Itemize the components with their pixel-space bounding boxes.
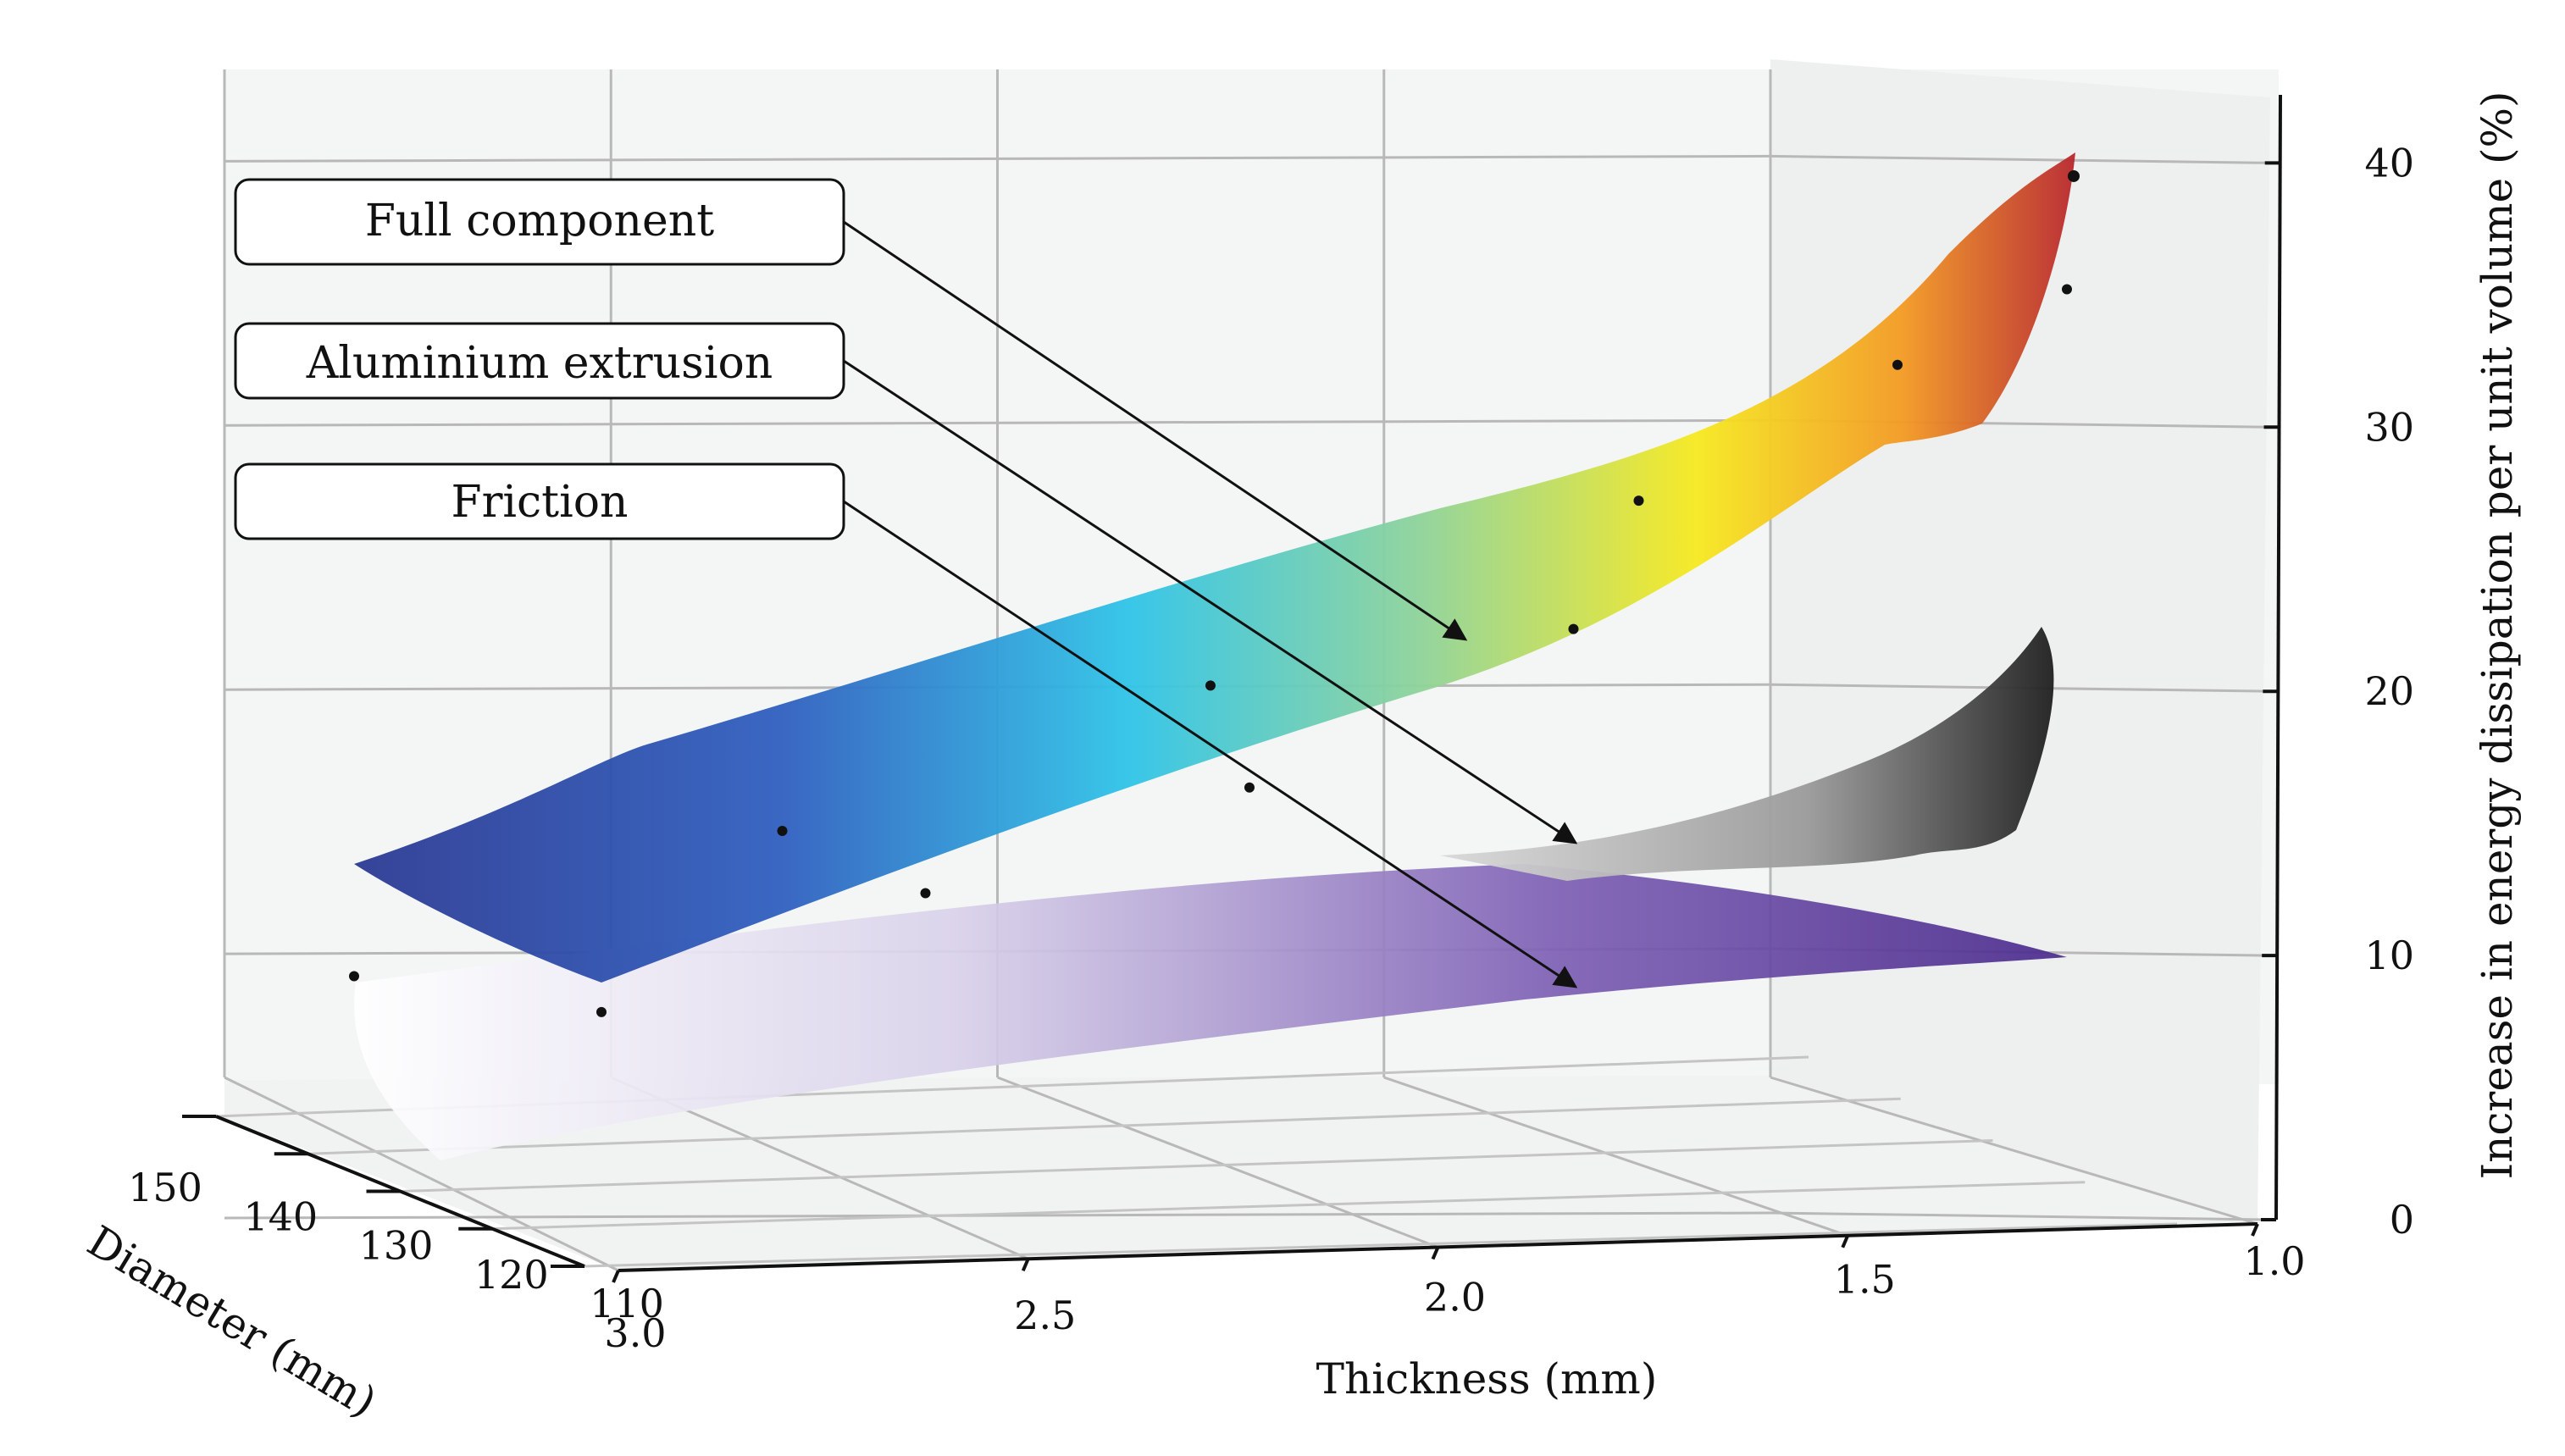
data-point-full-150 [1633, 495, 1644, 507]
friction-surface [354, 864, 2068, 1160]
z-tick-label: 40 [2364, 140, 2414, 185]
x-tick-mark [2251, 1223, 2259, 1237]
y-tick-label: 130 [359, 1223, 434, 1269]
annotations: Full component Aluminium extrusion Frict… [234, 178, 1578, 988]
data-point-full-150 [349, 971, 359, 982]
z-tick-label: 0 [2390, 1197, 2414, 1243]
data-point-full-peak [2068, 169, 2080, 182]
data-point-full-150 [1205, 680, 1216, 691]
annotation-arrow [843, 220, 1468, 641]
y-axis-title: Diameter (mm) [79, 1216, 385, 1427]
data-points [349, 169, 2080, 1017]
gridlines [215, 69, 2272, 1272]
y-ticks: 150 140 130 120 110 [128, 1115, 664, 1326]
full-component-surface [354, 152, 2075, 983]
x-tick-label: 2.5 [1014, 1293, 1076, 1338]
annotation-full-component: Full component [234, 178, 1468, 641]
y-tick-label: 110 [590, 1281, 664, 1326]
annotation-label: Friction [451, 477, 628, 528]
annotation-label: Full component [365, 196, 714, 246]
annotation-friction: Friction [234, 462, 1578, 988]
x-tick-label: 1.0 [2243, 1238, 2305, 1284]
x-tick-mark [612, 1270, 620, 1283]
annotation-label: Aluminium extrusion [306, 338, 773, 389]
z-gridline-back [224, 1211, 1771, 1220]
z-tick-label: 10 [2364, 933, 2414, 978]
x-gridline [224, 1076, 619, 1272]
x-ticks: 3.0 2.5 2.0 1.5 1.0 [604, 1223, 2306, 1356]
z-tick-label: 30 [2364, 404, 2414, 450]
data-point-full-150 [2062, 284, 2072, 295]
y-tick-label: 120 [474, 1252, 549, 1298]
x-tick-mark [1021, 1258, 1030, 1272]
surfaces [354, 152, 2075, 1160]
z-axis-title: Increase in energy dissipation per unit … [2473, 91, 2522, 1179]
z-axis-line [2274, 94, 2282, 1221]
y-tick-label: 140 [243, 1193, 318, 1239]
x-tick-label: 2.0 [1424, 1275, 1486, 1320]
data-point-full-110 [920, 888, 931, 899]
x-tick-mark [1431, 1246, 1440, 1260]
z-ticks: 0 10 20 30 40 [2261, 140, 2414, 1243]
x-gridline [1383, 1076, 1848, 1237]
y-gridline [584, 1222, 2178, 1268]
data-point-full-110 [1244, 782, 1255, 793]
z-gridline-right [1770, 1211, 2269, 1221]
y-gridline [307, 1097, 1901, 1155]
data-point-full-110 [1892, 359, 1903, 370]
x-gridline [1770, 1076, 2258, 1226]
y-tick-label: 150 [128, 1165, 202, 1210]
y-gridline [400, 1139, 1993, 1193]
annotation-arrow [843, 359, 1578, 844]
x-tick-label: 1.5 [1834, 1256, 1896, 1302]
annotation-arrow [843, 500, 1578, 988]
data-point-full-110 [596, 1006, 607, 1017]
x-axis-title: Thickness (mm) [1316, 1354, 1658, 1403]
data-point-full-110 [1568, 623, 1579, 634]
data-point-full-150 [777, 825, 788, 836]
x-tick-label: 3.0 [604, 1310, 666, 1356]
x-tick-mark [1841, 1234, 1850, 1248]
z-gridline-right [1770, 154, 2272, 164]
y-gridline [492, 1181, 2086, 1231]
z-tick-label: 20 [2364, 668, 2414, 714]
annotation-aluminium-extrusion: Aluminium extrusion [234, 322, 1578, 844]
aluminium-extrusion-surface [1440, 627, 2054, 881]
x-gridline [996, 1076, 1439, 1248]
